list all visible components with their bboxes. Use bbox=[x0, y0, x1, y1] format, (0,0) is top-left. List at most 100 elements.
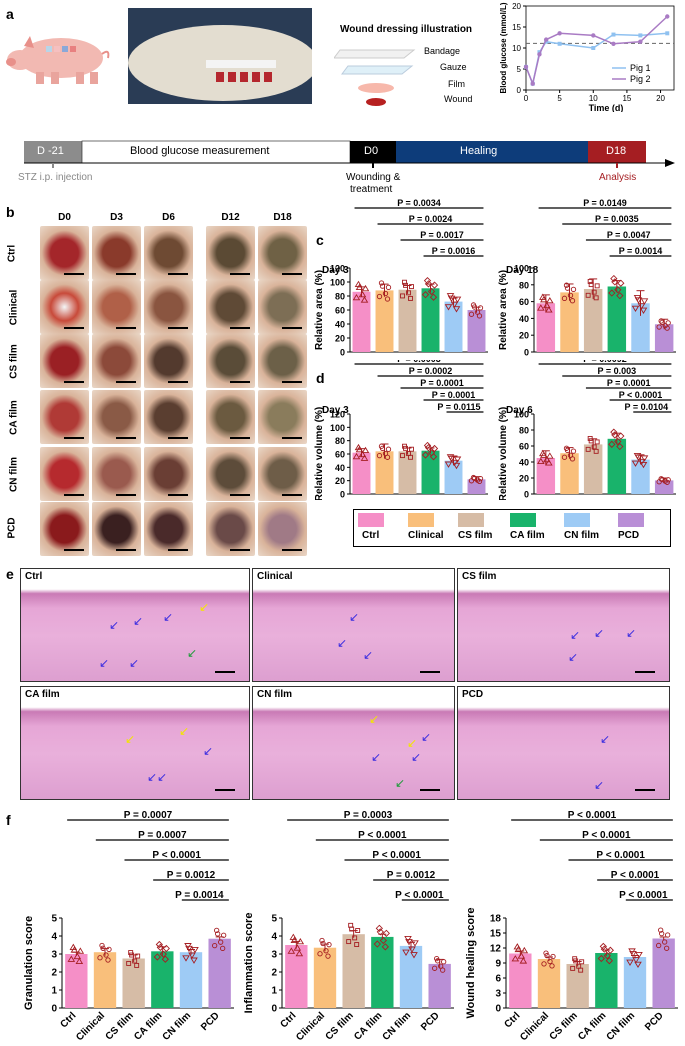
x-tick-label: CS film bbox=[104, 1010, 136, 1042]
data-point bbox=[212, 942, 218, 949]
dressing-layers bbox=[334, 49, 416, 106]
bar-clinical bbox=[93, 952, 117, 1008]
data-point bbox=[453, 296, 462, 303]
data-point bbox=[378, 443, 385, 449]
data-point bbox=[129, 952, 135, 958]
data-point bbox=[658, 318, 664, 324]
y-tick-label: 0 bbox=[271, 1004, 277, 1015]
p-value-label: P = 0.0003 bbox=[344, 810, 393, 821]
data-point bbox=[376, 293, 383, 300]
p-value-label: P < 0.0001 bbox=[152, 850, 201, 861]
y-tick-label: 1 bbox=[51, 986, 57, 997]
scale-bar bbox=[168, 437, 188, 439]
annotation-arrow-icon: ↙ bbox=[407, 736, 418, 750]
data-point bbox=[384, 296, 391, 302]
data-point bbox=[135, 953, 141, 959]
annotation-arrow-icon: ↙ bbox=[125, 732, 136, 746]
timeline-d18: D18 bbox=[606, 145, 627, 157]
glucose-xtick-label: 20 bbox=[656, 94, 665, 103]
histology-label: CA film bbox=[25, 689, 60, 700]
bar-cs-film bbox=[583, 289, 603, 352]
scale-bar bbox=[420, 789, 440, 791]
data-point bbox=[408, 295, 413, 301]
y-tick-label: 120 bbox=[330, 264, 345, 274]
data-point bbox=[640, 455, 649, 462]
p-value-label: P = 0.0007 bbox=[138, 830, 187, 841]
bar-ctrl bbox=[285, 945, 308, 1008]
data-point bbox=[563, 445, 570, 451]
data-point bbox=[293, 944, 302, 951]
data-point bbox=[664, 325, 670, 331]
data-point bbox=[470, 302, 477, 308]
p-value-label: P < 0.0001 bbox=[372, 850, 421, 861]
day-column-label: D18 bbox=[273, 212, 292, 223]
y-axis-label: Inflammation score bbox=[243, 913, 255, 1014]
wound-photo bbox=[92, 280, 141, 334]
bar-ca-film bbox=[371, 936, 394, 1008]
scale-bar bbox=[116, 549, 136, 551]
data-point bbox=[561, 454, 568, 460]
annotation-arrow-icon: ↙ bbox=[371, 750, 382, 764]
glucose-ylabel: Blood glucose (mmol/L) bbox=[499, 2, 508, 93]
histology-label: Ctrl bbox=[25, 571, 43, 582]
legend-swatch-cn-film bbox=[564, 513, 590, 527]
annotation-arrow-icon: ↙ bbox=[626, 626, 637, 640]
data-point bbox=[132, 958, 138, 964]
wound-photo bbox=[40, 280, 89, 334]
p-value-label: P = 0.0024 bbox=[409, 214, 453, 224]
data-point bbox=[570, 965, 576, 971]
glucose-legend-label: Pig 1 bbox=[630, 63, 651, 73]
bar-cs-film bbox=[342, 934, 365, 1008]
y-tick-label: 40 bbox=[519, 458, 529, 468]
data-point bbox=[287, 947, 296, 954]
annotation-arrow-icon: ↙ bbox=[395, 776, 406, 790]
data-point bbox=[631, 305, 640, 313]
y-tick-label: 40 bbox=[335, 320, 345, 330]
x-tick-label: CN film bbox=[161, 1010, 194, 1043]
y-tick-label: 120 bbox=[330, 410, 345, 420]
data-point bbox=[421, 451, 430, 459]
data-point bbox=[429, 453, 438, 461]
data-point bbox=[470, 474, 477, 481]
panel-b-letter: b bbox=[6, 204, 15, 220]
bar-ctrl bbox=[536, 303, 556, 352]
layer-gauze: Gauze bbox=[440, 62, 467, 72]
scale-bar bbox=[215, 671, 235, 673]
data-point bbox=[358, 290, 367, 298]
glucose-point bbox=[665, 31, 670, 36]
bar-cs-film bbox=[398, 289, 417, 352]
day-column-label: D3 bbox=[110, 212, 123, 223]
data-point bbox=[605, 957, 613, 965]
data-point bbox=[354, 942, 360, 947]
data-point bbox=[409, 446, 414, 452]
data-point bbox=[128, 950, 134, 956]
annotation-arrow-icon: ↙ bbox=[570, 628, 581, 642]
data-point bbox=[325, 953, 331, 959]
data-point bbox=[569, 456, 576, 462]
data-point bbox=[579, 959, 585, 965]
data-point bbox=[382, 290, 389, 297]
p-value-label: P = 0.0012 bbox=[387, 870, 436, 881]
data-point bbox=[572, 956, 578, 962]
data-point bbox=[570, 448, 577, 454]
y-tick-label: 80 bbox=[519, 280, 529, 290]
bar-cn-film bbox=[179, 952, 203, 1008]
y-tick-label: 0 bbox=[51, 1004, 57, 1015]
chart-day3-volume: 0 20 40 60 80 100 120 Relative volume (%)Day 3 P… bbox=[314, 360, 488, 500]
panel-d-letter: d bbox=[316, 370, 325, 386]
data-point bbox=[468, 311, 475, 317]
data-point bbox=[656, 324, 662, 330]
annotation-arrow-icon: ↙ bbox=[337, 636, 348, 650]
data-point bbox=[421, 291, 430, 299]
data-point bbox=[537, 304, 545, 311]
layer-bandage: Bandage bbox=[424, 46, 461, 56]
bar-ca-film bbox=[151, 951, 174, 1008]
panel-c-letter: c bbox=[316, 232, 324, 248]
data-point bbox=[352, 935, 358, 941]
data-point bbox=[519, 957, 528, 964]
histology-section: Ctrl ↙ ↙ ↙ ↙ ↙ ↙ ↙ bbox=[20, 568, 250, 682]
data-point bbox=[358, 450, 367, 458]
scale-bar bbox=[282, 381, 302, 383]
annotation-arrow-icon: ↙ bbox=[369, 712, 380, 726]
x-tick-label: CA film bbox=[352, 1010, 384, 1042]
